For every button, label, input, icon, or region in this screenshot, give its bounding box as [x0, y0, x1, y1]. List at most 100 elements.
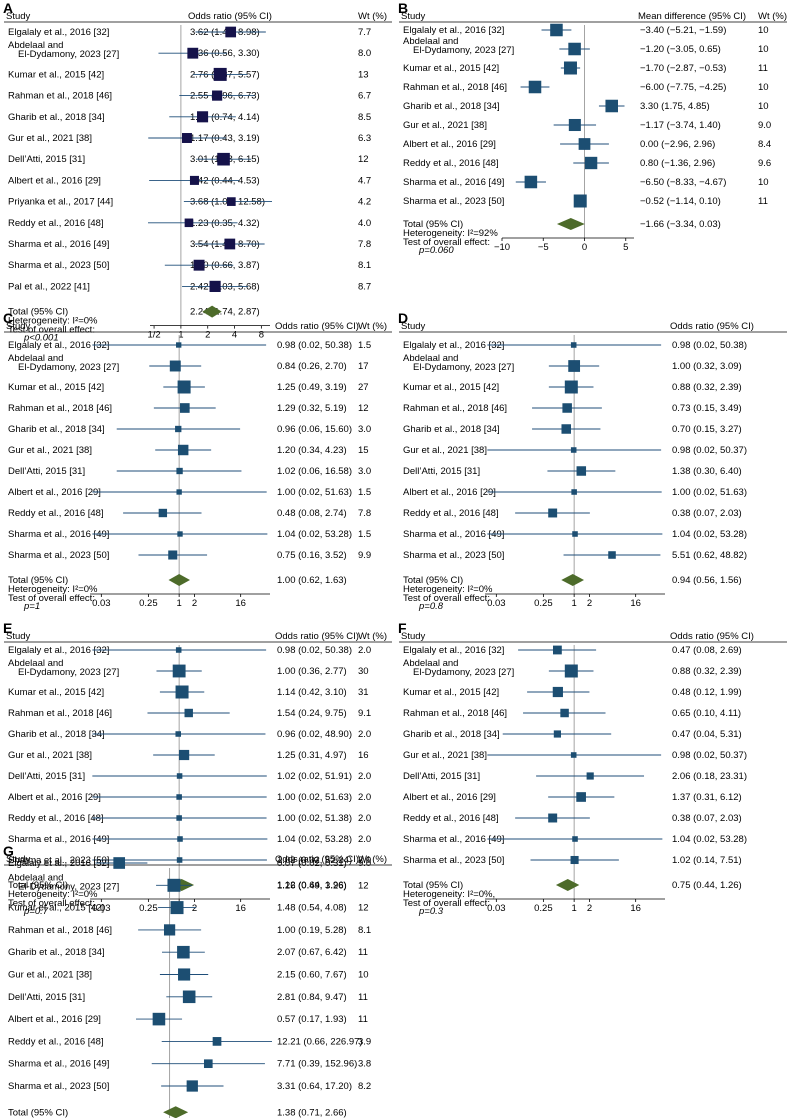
header-effect: Odds ratio (95% CI) [275, 854, 359, 865]
study-row: Rahman et al., 2018 [46] −6.00 (−7.75, −4… [403, 80, 769, 94]
study-effect-box [212, 90, 223, 101]
study-name: Abdelaal and El-Dydamony, 2023 [27] [403, 658, 514, 678]
study-weight: 10 [758, 25, 769, 36]
study-effect-box [225, 26, 237, 38]
study-row: Rahman et al., 2018 [46] 1.29 (0.32, 5.19… [8, 403, 369, 414]
study-row: Albert et al., 2016 [29] 0.00 (−2.96, 2.9… [403, 138, 771, 150]
study-effect-box [586, 772, 594, 780]
study-name: Abdelaal and El-Dydamony, 2023 [27] [8, 353, 119, 373]
study-row: Gur et al., 2021 [38] 1.25 (0.31, 4.97) 16 [8, 749, 369, 761]
study-effect-box [181, 133, 192, 143]
study-effect-box [179, 403, 190, 413]
x-tick-label: 0 [582, 242, 587, 253]
x-tick-label: 1/2 [147, 330, 160, 341]
study-row: Gharib et al., 2018 [34] 0.47 (0.04, 5.31… [403, 729, 742, 740]
x-tick-label: 0.03 [487, 903, 506, 914]
header-study: Study [6, 631, 31, 642]
study-row: Gharib et al., 2018 [34] 0.96 (0.06, 15.6… [8, 424, 371, 435]
study-name-line: Abdelaal and [403, 658, 458, 669]
study-row: Gharib et al., 2018 [34] 1.75 (0.74, 4.14… [8, 111, 371, 123]
p-value-text: p=1 [23, 601, 40, 612]
total-row: Total (95% CI) 0.94 (0.56, 1.56) [403, 574, 742, 586]
total-label: Total (95% CI) [8, 307, 68, 318]
x-tick-label: 0.03 [92, 903, 111, 914]
study-effect-box [572, 836, 578, 842]
panel-label: C [3, 310, 13, 326]
study-weight: 3.8 [358, 1059, 371, 1070]
study-ci-text: 1.02 (0.06, 16.58) [277, 466, 352, 477]
study-ci-text: 1.25 (0.31, 4.97) [277, 750, 347, 761]
study-effect-box [113, 857, 126, 869]
study-ci-text: 1.00 (0.19, 5.28) [277, 925, 347, 936]
study-row: Rahman et al., 2018 [46] 1.00 (0.19, 5.28… [8, 924, 371, 936]
study-effect-box [169, 360, 181, 372]
study-ci-text: 1.42 (0.44, 4.53) [190, 175, 260, 186]
study-ci-text: −3.40 (−5.21, −1.59) [640, 25, 726, 36]
x-tick-label: 0.25 [534, 598, 553, 609]
study-ci-text: 1.04 (0.02, 53.28) [277, 529, 352, 540]
study-ci-text: 1.26 (0.49, 3.26) [277, 880, 347, 891]
study-weight: 11 [758, 196, 768, 207]
study-row: Sharma et al., 2023 [50] −0.52 (−1.14, 0.… [403, 194, 768, 208]
study-row: Dell’Atti, 2015 [31] 2.81 (0.84, 9.47) 11 [8, 990, 368, 1004]
study-effect-box [552, 645, 562, 655]
study-effect-box [175, 425, 182, 433]
study-weight: 8.2 [358, 1081, 371, 1092]
x-tick-label: 1 [178, 330, 183, 341]
study-effect-box [193, 259, 205, 271]
study-name: Elgalaly et al., 2016 [32] [403, 340, 504, 351]
study-row: Albert et al., 2016 [29] 0.57 (0.17, 1.93… [8, 1012, 368, 1026]
study-ci-text: 2.42 (1.03, 5.68) [190, 281, 260, 292]
study-weight: 6.7 [358, 91, 371, 102]
study-ci-text: 0.73 (0.15, 3.49) [672, 403, 742, 414]
total-row: Total (95% CI) 2.24 (1.74, 2.87) [8, 305, 260, 318]
study-ci-text: 3.62 (1.46, 8.98) [190, 27, 260, 38]
study-weight: 12 [358, 903, 369, 914]
study-row: Abdelaal and El-Dydamony, 2023 [27] 1.26 (… [8, 872, 369, 892]
study-name: Sharma et al., 2016 [49] [403, 529, 504, 540]
study-weight: 10 [758, 177, 769, 188]
study-effect-box [168, 550, 178, 560]
study-name: Gharib et al., 2018 [34] [403, 424, 500, 435]
study-effect-box [524, 175, 538, 189]
study-name-line: Abdelaal and [8, 40, 63, 51]
study-weight: 3.0 [358, 424, 371, 435]
total-ci-text: 1.00 (0.62, 1.63) [277, 575, 347, 586]
study-weight: 9.0 [758, 120, 771, 131]
study-effect-box [176, 342, 182, 348]
study-name: Gur et al., 2021 [38] [403, 120, 487, 131]
study-name: Elgalaly et al., 2016 [32] [8, 340, 109, 351]
study-weight: 7.8 [358, 239, 371, 250]
p-value-text: p<0.001 [23, 333, 59, 344]
study-name: Kumar et al., 2015 [42] [403, 63, 499, 74]
study-ci-text: −6.50 (−8.33, −4.67) [640, 177, 726, 188]
study-name-line: El-Dydamony, 2023 [27] [18, 49, 119, 60]
panel-label: G [3, 843, 14, 859]
panel-label: E [3, 620, 12, 636]
study-effect-box [605, 99, 618, 113]
study-row: Reddy et al., 2016 [48] 0.38 (0.07, 2.03)… [403, 508, 742, 519]
study-ci-text: 2.55 (0.96, 6.73) [190, 91, 260, 102]
study-name-line: Abdelaal and [8, 658, 63, 669]
study-ci-text: 0.48 (0.12, 1.99) [672, 687, 742, 698]
heterogeneity-text: Heterogeneity: I²=0% [8, 316, 98, 327]
heterogeneity-text: Heterogeneity: I²=0% [8, 889, 98, 900]
header-effect: Odds ratio (95% CI) [275, 321, 359, 332]
overall-effect-text: Test of overall effect: [8, 325, 95, 336]
study-name: Reddy et al., 2016 [48] [403, 158, 499, 169]
study-name: Sharma et al., 2023 [50] [403, 550, 504, 561]
study-weight: 2.0 [358, 834, 371, 845]
study-ci-text: 0.65 (0.10, 4.11) [672, 708, 741, 719]
study-row: Dell’Atti, 2015 [31] 1.02 (0.02, 51.91) 2.… [8, 771, 371, 782]
study-row: Rahman et al., 2018 [46] 1.54 (0.24, 9.75… [8, 708, 371, 719]
study-effect-box [560, 708, 569, 718]
study-name: Gur et al., 2021 [38] [8, 750, 92, 761]
study-ci-text: 0.57 (0.17, 1.93) [277, 1014, 347, 1025]
total-ci-text: 2.24 (1.74, 2.87) [190, 307, 260, 318]
x-tick-label: 1 [176, 598, 181, 609]
study-name: Elgalaly et al., 2016 [32] [8, 27, 109, 38]
study-effect-box [177, 444, 189, 456]
study-name: Gur et al., 2021 [38] [8, 445, 92, 456]
x-tick-label: 2 [192, 903, 197, 914]
